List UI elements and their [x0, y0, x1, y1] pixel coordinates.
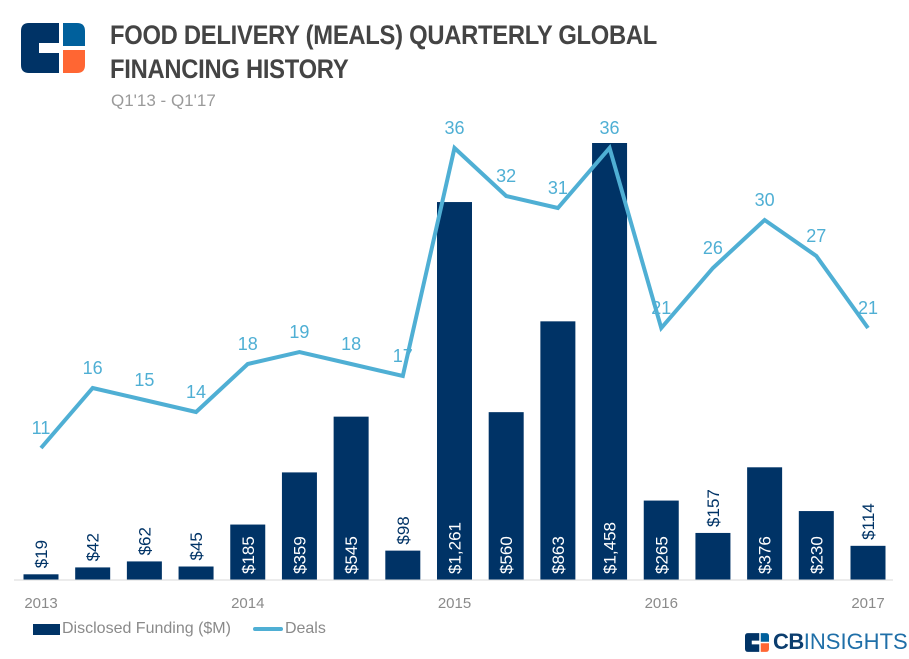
bar-Q4'15 [592, 143, 628, 580]
bar-Q4'14 [385, 550, 421, 580]
x-axis-tick-labels: 2013 2014 2015 2016 2017 [24, 595, 884, 612]
bar-value-label: $157 [704, 489, 723, 527]
deals-value-label: 36 [444, 118, 464, 138]
deals-value-label: 19 [289, 322, 309, 342]
bar-value-label: $185 [239, 536, 258, 574]
deals-value-label: 30 [755, 190, 775, 210]
deals-value-label: 18 [341, 334, 361, 354]
bar-Q3'14 [333, 416, 369, 580]
legend: Disclosed Funding ($M) Deals [33, 620, 326, 638]
deals-value-label: 31 [548, 178, 568, 198]
bar-Q4'16 [798, 511, 834, 580]
deals-value-label: 18 [238, 334, 258, 354]
bar-labels: $19 $42 $62 $45 $185 $359 $545 $98 $1,261 $560 $86… [32, 489, 878, 574]
chart-title-line-2: FINANCING HISTORY [110, 54, 349, 84]
legend-label-funding: Disclosed Funding ($M) [62, 620, 231, 637]
bar-value-label: $265 [652, 536, 671, 574]
x-tick-label: 2017 [851, 595, 884, 612]
bar-Q1'16 [643, 500, 679, 580]
bar-value-label: $62 [135, 527, 154, 555]
bar-value-label: $230 [807, 536, 826, 574]
bar-value-label: $376 [756, 536, 775, 574]
bar-Q3'15 [540, 321, 576, 580]
deals-value-label: 11 [32, 418, 51, 438]
legend-swatch-funding [33, 623, 60, 635]
deals-value-label: 36 [600, 118, 620, 138]
deals-value-label: 27 [806, 226, 826, 246]
deals-value-label: 32 [496, 166, 516, 186]
bar-value-label: $45 [187, 532, 206, 560]
bar-value-label: $545 [342, 536, 361, 574]
bar-Q2'15 [488, 412, 524, 580]
deals-value-label: 14 [186, 382, 206, 402]
deals-value-label: 15 [134, 370, 154, 390]
bar-value-label: $359 [290, 536, 309, 574]
deals-value-label: 16 [83, 358, 103, 378]
brand-text-insights: INSIGHTS [803, 629, 908, 654]
bar-Q2'16 [695, 532, 731, 580]
bar-value-label: $98 [394, 516, 413, 544]
bar-value-label: $560 [497, 536, 516, 574]
bar-value-label: $19 [32, 540, 51, 568]
deals-value-label: 17 [393, 346, 413, 366]
bar-Q2'13 [75, 567, 111, 580]
x-tick-label: 2016 [645, 595, 678, 612]
deals-value-label: 21 [651, 298, 671, 318]
cb-insights-brand: CB INSIGHTS [745, 629, 908, 655]
bar-Q2'14 [281, 472, 317, 580]
cb-insights-logo-icon [21, 23, 85, 73]
deals-value-label: 26 [703, 238, 723, 258]
deals-value-label: 21 [858, 298, 878, 318]
legend-label-deals: Deals [284, 620, 326, 637]
legend-swatch-deals [252, 627, 283, 631]
bar-Q4'13 [178, 566, 214, 580]
bar-value-label: $1,261 [446, 522, 465, 574]
x-tick-label: 2014 [231, 595, 264, 612]
chart-title: FOOD DELIVERY (MEALS) QUARTERLY GLOBAL F… [110, 18, 657, 86]
bar-Q1'15 [437, 202, 472, 580]
brand-text-cb: CB [773, 629, 804, 654]
line-series-deals [39, 143, 870, 450]
bar-value-label: $863 [549, 536, 568, 574]
bar-series-funding [23, 143, 886, 580]
bar-Q1'13 [23, 574, 59, 580]
bar-Q3'13 [126, 561, 162, 580]
chart-subtitle: Q1'13 - Q1'17 [111, 91, 216, 110]
bar-Q1'14 [230, 524, 266, 580]
chart-title-line-1: FOOD DELIVERY (MEALS) QUARTERLY GLOBAL [110, 20, 658, 50]
bar-Q1'17 [850, 545, 886, 580]
x-tick-label: 2013 [24, 595, 57, 612]
bar-value-label: $114 [859, 503, 878, 540]
cb-insights-brand-icon [745, 632, 769, 652]
bar-value-label: $42 [84, 533, 103, 561]
x-tick-label: 2015 [438, 595, 471, 612]
line-labels: 11 16 15 14 18 19 18 17 36 32 31 36 21 26 30 27 21 [32, 118, 878, 438]
bar-Q3'16 [747, 467, 783, 580]
bar-value-label: $1,458 [601, 522, 620, 574]
